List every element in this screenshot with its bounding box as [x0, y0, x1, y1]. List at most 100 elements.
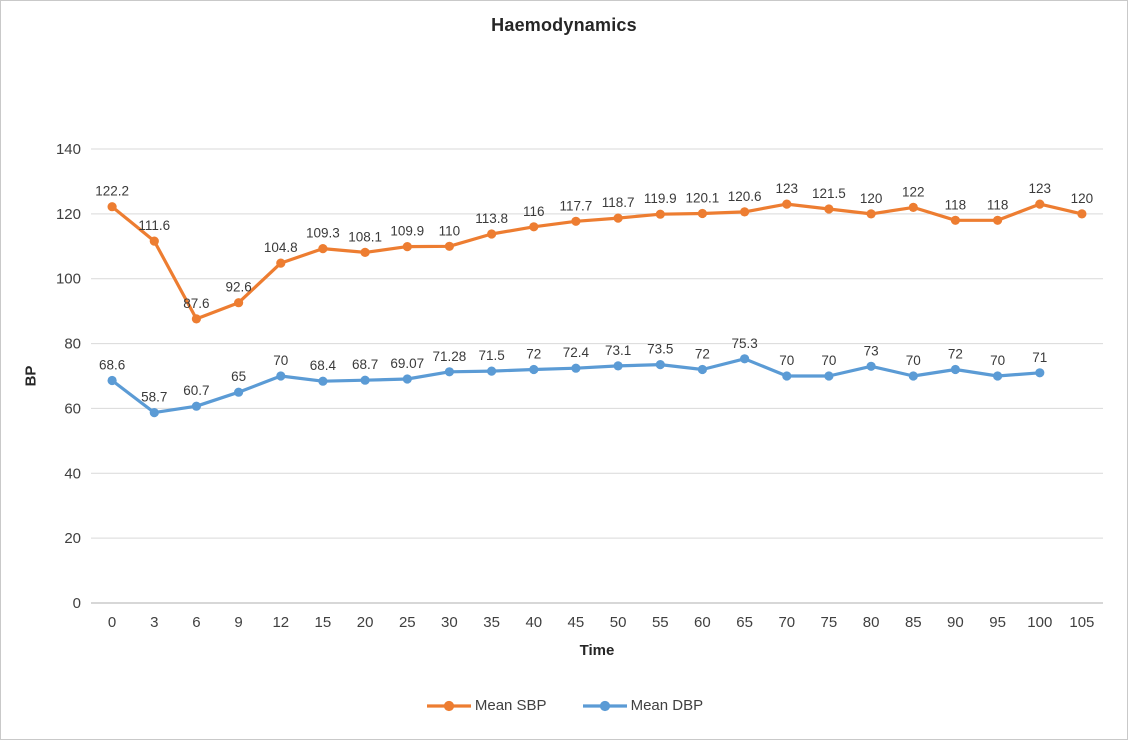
x-tick-label: 12: [272, 614, 289, 631]
mean-sbp-data-label: 118: [945, 197, 967, 212]
x-tick-label: 70: [778, 614, 795, 631]
mean-sbp-data-label: 119.9: [644, 191, 677, 206]
mean-dbp-marker: [824, 371, 834, 381]
mean-sbp-data-label: 122.2: [95, 184, 129, 199]
mean-dbp-data-label: 69.07: [390, 356, 424, 371]
mean-sbp-marker: [149, 236, 159, 246]
mean-sbp-marker: [950, 215, 961, 225]
mean-dbp-marker: [1035, 368, 1045, 378]
mean-dbp-data-label: 72.4: [563, 345, 590, 360]
mean-sbp-marker: [655, 209, 665, 219]
mean-dbp-marker: [107, 375, 117, 386]
mean-dbp-data-label: 72: [526, 347, 541, 362]
mean-dbp-marker: [318, 376, 328, 386]
mean-dbp-data-label: 68.4: [310, 358, 337, 373]
y-tick-label: 20: [64, 530, 81, 547]
mean-sbp-marker: [613, 213, 623, 223]
mean-dbp-data-label: 68.7: [352, 357, 378, 372]
mean-dbp-marker: [149, 408, 159, 418]
mean-dbp-legend-label: Mean DBP: [630, 697, 704, 714]
x-tick-label: 105: [1069, 614, 1094, 631]
y-tick-label: 120: [56, 206, 81, 223]
mean-sbp-marker: [360, 247, 370, 257]
mean-sbp-legend-marker: [426, 700, 471, 711]
mean-dbp-data-label: 70: [990, 353, 1005, 368]
mean-sbp-marker: [571, 216, 581, 226]
mean-dbp-data-label: 73.1: [605, 343, 631, 358]
mean-dbp-marker: [613, 361, 623, 371]
mean-sbp-marker: [487, 229, 497, 239]
mean-sbp-data-label: 92.6: [225, 280, 251, 295]
mean-sbp-marker: [318, 244, 328, 254]
x-tick-label: 25: [399, 614, 416, 631]
mean-sbp-data-label: 116: [523, 204, 545, 219]
legend-item-mean-dbp: Mean DBP: [581, 697, 704, 714]
mean-dbp-data-label: 71.5: [478, 348, 504, 363]
mean-dbp-data-label: 73: [864, 343, 879, 358]
mean-dbp-data-label: 71.28: [433, 349, 467, 364]
x-tick-label: 6: [192, 614, 200, 631]
x-axis-title: Time: [579, 642, 615, 659]
mean-dbp-data-label: 60.7: [183, 383, 209, 398]
legend: Mean SBP Mean DBP: [1, 697, 1127, 714]
mean-sbp-marker: [697, 208, 708, 219]
x-tick-label: 3: [150, 614, 158, 631]
mean-dbp-marker: [571, 363, 581, 373]
mean-dbp-marker: [655, 360, 665, 370]
mean-dbp-data-label: 70: [779, 353, 794, 368]
y-tick-label: 40: [64, 465, 81, 482]
y-tick-label: 100: [56, 271, 81, 288]
mean-sbp-data-label: 87.6: [183, 296, 209, 311]
y-tick-label: 60: [64, 400, 81, 417]
mean-sbp-data-label: 110: [439, 223, 461, 238]
mean-dbp-marker: [234, 387, 244, 397]
mean-dbp-marker: [444, 367, 454, 377]
mean-dbp-marker: [360, 375, 370, 385]
mean-sbp-data-label: 123: [776, 181, 799, 196]
x-tick-label: 30: [441, 614, 458, 631]
mean-dbp-marker: [950, 364, 961, 375]
mean-dbp-marker: [529, 364, 539, 375]
mean-sbp-data-label: 108.1: [348, 229, 382, 244]
x-tick-label: 75: [821, 614, 838, 631]
y-tick-label: 140: [56, 141, 81, 158]
mean-sbp-data-label: 123: [1029, 181, 1052, 196]
mean-sbp-marker: [107, 202, 117, 212]
mean-dbp-data-label: 70: [273, 353, 288, 368]
mean-sbp-data-label: 118.7: [602, 195, 635, 210]
x-tick-label: 35: [483, 614, 500, 631]
x-tick-label: 9: [234, 614, 242, 631]
mean-dbp-data-label: 75.3: [731, 336, 757, 351]
x-tick-label: 80: [863, 614, 880, 631]
x-tick-label: 65: [736, 614, 753, 631]
x-tick-label: 45: [568, 614, 585, 631]
x-tick-label: 100: [1027, 614, 1052, 631]
x-tick-label: 60: [694, 614, 711, 631]
mean-dbp-data-label: 58.7: [141, 390, 167, 405]
mean-dbp-marker: [782, 371, 792, 381]
mean-dbp-marker: [697, 364, 708, 375]
x-tick-label: 50: [610, 614, 627, 631]
mean-sbp-data-label: 117.7: [560, 198, 593, 213]
mean-sbp-data-label: 122: [902, 184, 925, 199]
y-axis-title: BP: [22, 365, 40, 387]
mean-sbp-marker: [191, 314, 201, 324]
mean-sbp-data-label: 120.6: [728, 189, 762, 204]
mean-sbp-marker: [444, 241, 454, 251]
mean-sbp-marker: [740, 207, 750, 217]
mean-sbp-data-label: 104.8: [264, 240, 298, 255]
mean-dbp-marker: [402, 374, 412, 384]
y-tick-label: 80: [64, 336, 81, 353]
x-tick-label: 15: [315, 614, 332, 631]
mean-dbp-legend-marker: [582, 700, 627, 711]
x-tick-label: 90: [947, 614, 964, 631]
mean-sbp-data-label: 109.3: [306, 226, 340, 241]
y-tick-label: 0: [73, 595, 81, 612]
mean-sbp-marker: [782, 199, 792, 209]
mean-dbp-data-label: 73.5: [647, 342, 673, 357]
mean-sbp-marker: [529, 222, 539, 232]
mean-sbp-marker: [276, 258, 286, 268]
mean-sbp-marker: [1077, 209, 1087, 219]
